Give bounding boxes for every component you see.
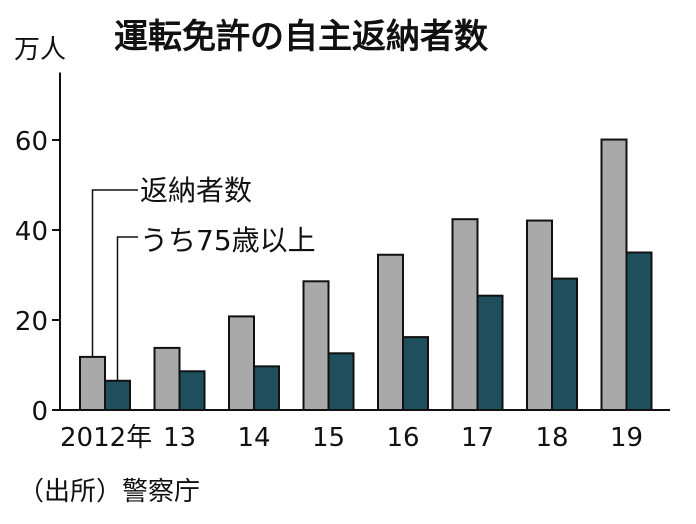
bar-total [79, 355, 106, 411]
source-note: （出所）警察庁 [18, 477, 200, 507]
y-tick-label: 0 [31, 397, 48, 427]
bar-total [302, 280, 330, 411]
chart-title: 運転免許の自主返納者数 [114, 17, 488, 57]
y-tick-label: 40 [15, 217, 48, 247]
bar-75plus [104, 379, 131, 411]
bar-total [228, 315, 255, 411]
x-tick-label: 2012年 [60, 423, 152, 453]
bar-total [451, 218, 479, 411]
legend-leader-75plus [116, 236, 138, 381]
legend-label-75plus: うち75歳以上 [140, 224, 316, 257]
x-tick-label: 17 [461, 423, 494, 453]
x-tick-label: 15 [312, 423, 345, 453]
bar-total [526, 219, 553, 411]
y-tick-label: 20 [15, 307, 48, 337]
y-tick-label: 60 [15, 127, 48, 157]
x-tick-label: 14 [237, 423, 270, 453]
bar-total [153, 346, 181, 411]
bar-75plus [253, 365, 280, 412]
legend-label-total: 返納者数 [140, 174, 252, 207]
x-tick-label: 16 [386, 423, 419, 453]
x-tick-label: 19 [610, 423, 643, 453]
bar-75plus [402, 336, 429, 412]
legend-leader-total [91, 189, 138, 357]
bar-75plus [551, 277, 578, 411]
x-tick-label: 13 [163, 423, 196, 453]
bar-75plus [178, 370, 206, 411]
bar-75plus [625, 251, 653, 411]
bar-75plus [476, 294, 504, 412]
y-axis-label: 万人 [14, 35, 66, 65]
bar-total [377, 253, 404, 411]
bar-total [600, 138, 628, 412]
bar-75plus [327, 352, 355, 411]
x-tick-label: 18 [535, 423, 568, 453]
